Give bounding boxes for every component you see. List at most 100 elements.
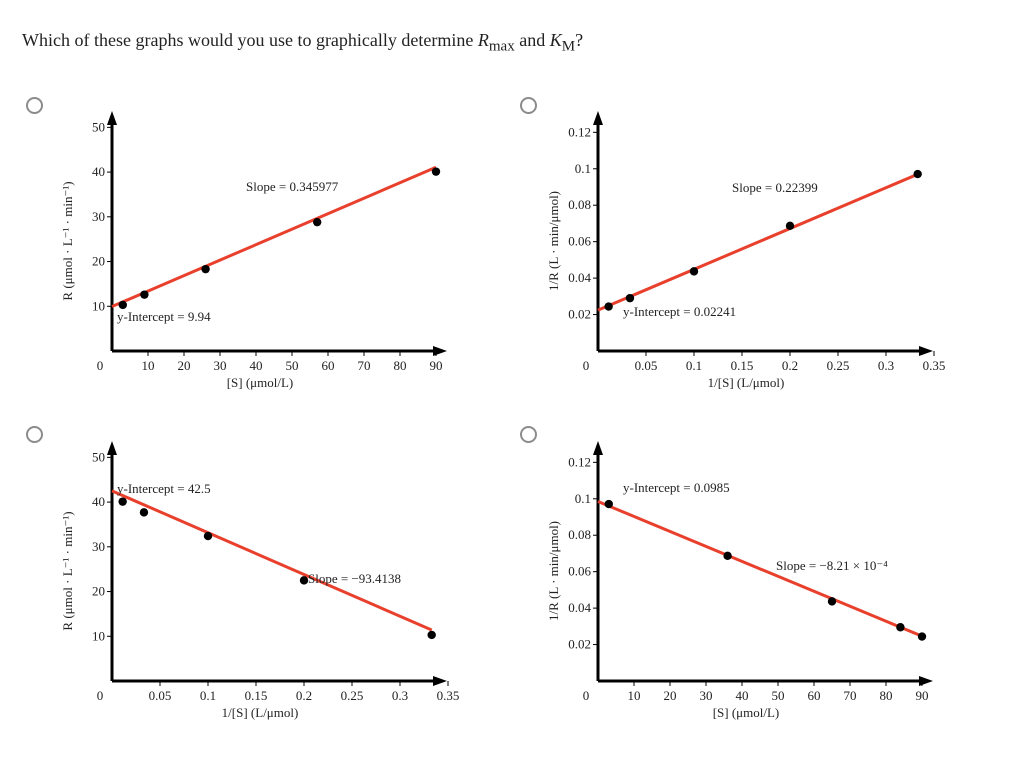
chart-d-x-tick-label: 30: [700, 688, 713, 703]
chart-d-y-tick-label: 0.08: [568, 527, 591, 542]
chart-a-x-tick-label: 80: [394, 358, 407, 373]
chart-d-y-tick-label: 0.02: [568, 637, 591, 652]
chart-d-x-tick-label: 50: [772, 688, 785, 703]
chart-a-x-tick-label: 50: [286, 358, 299, 373]
chart-a-x-axis-label: [S] (μmol/L): [227, 375, 294, 390]
chart-d-data-point: [917, 632, 927, 641]
question-text: Which of these graphs would you use to g…: [22, 30, 584, 55]
chart-b-intercept-annotation: y-Intercept = 0.02241: [623, 304, 736, 319]
chart-c-origin-label: 0: [97, 688, 104, 703]
chart-d-y-axis-label: 1/R (L · min/μmol): [546, 521, 561, 621]
chart-c-fit-line: [111, 489, 433, 632]
chart-b-data-point: [913, 169, 922, 179]
chart-d-fit-line: [597, 500, 923, 638]
chart-a-fit-line: [111, 165, 437, 308]
chart-b-x-tick-label: 0.05: [635, 358, 658, 373]
chart-a-y-arrow: [107, 111, 117, 125]
chart-d-x-tick-label: 40: [736, 688, 749, 703]
option-b-radio[interactable]: [520, 97, 537, 114]
chart-d-x-tick-label: 80: [880, 688, 893, 703]
chart-a-y-axis-label: R (μmol · L⁻¹ · min⁻¹): [60, 181, 75, 300]
chart-a-y-tick-label: 50: [92, 119, 105, 134]
chart-c-x-tick-label: 0.1: [200, 688, 216, 703]
option-a-radio[interactable]: [26, 97, 43, 114]
chart-b-x-tick-label: 0.25: [827, 358, 850, 373]
chart-b-slope-annotation: Slope = 0.22399: [732, 180, 818, 195]
chart-a-y-tick-label: 40: [92, 164, 105, 179]
chart-c-svg: 0 0.05 0.1 0.15 0.2 0.25 0.3 0.35 10 20 30 40 50 1/[S…: [60, 441, 460, 720]
chart-d-y-tick-label: 0.06: [568, 564, 591, 579]
chart-d-y-tick-label: 0.1: [575, 491, 591, 506]
chart-b-fit-line: [597, 172, 919, 312]
r-max-symbol: R: [477, 30, 489, 50]
chart-c-x-tick-label: 0.05: [149, 688, 172, 703]
chart-c-y-arrow: [107, 441, 117, 455]
chart-a-x-tick-label: 20: [178, 358, 191, 373]
chart-b-origin-label: 0: [583, 358, 590, 373]
chart-a-origin-label: 0: [97, 358, 104, 373]
chart-a-data-point: [140, 290, 149, 299]
chart-d-x-tick-label: 70: [844, 688, 857, 703]
chart-d-x-axis-label: [S] (μmol/L): [713, 705, 780, 720]
chart-b-x-tick-label: 0.1: [686, 358, 702, 373]
chart-a: 0 10 20 30 40 50 60 70 80 90 10 20 30 40 50 [S] (μmol/L…: [50, 100, 510, 400]
chart-d-svg: 0 10 20 30 40 50 60 70 80 90 0.02 0.04 0.06 0.08 0.1 0.…: [546, 441, 933, 720]
chart-b-svg: 0 0.05 0.1 0.15 0.2 0.25 0.3 0.35 0.02 0.04 0.06 0.…: [546, 111, 946, 390]
chart-b-x-tick-label: 0.15: [731, 358, 754, 373]
chart-a-y-tick-label: 20: [92, 254, 105, 269]
chart-b-x-tick-label: 0.35: [923, 358, 946, 373]
chart-b-y-tick-label: 0.02: [568, 307, 591, 322]
chart-d-x-tick-label: 60: [808, 688, 821, 703]
chart-d-data-point: [723, 551, 732, 561]
chart-c-x-tick-label: 0.2: [296, 688, 312, 703]
chart-d: 0 10 20 30 40 50 60 70 80 90 0.02 0.04 0.06 0.08 0.1 0.…: [536, 430, 996, 730]
chart-b-data-point: [785, 221, 795, 231]
chart-b-x-tick-label: 0.2: [782, 358, 798, 373]
chart-c-x-tick-label: 0.3: [392, 688, 408, 703]
chart-a-x-tick-label: 70: [358, 358, 371, 373]
chart-c-slope-annotation: Slope = −93.4138: [308, 571, 401, 586]
chart-c-intercept-annotation: y-Intercept = 42.5: [117, 481, 211, 496]
chart-c-y-tick-label: 40: [92, 494, 105, 509]
chart-a-data-point: [201, 264, 210, 274]
chart-d-x-arrow: [919, 676, 933, 686]
chart-c-data-point: [203, 531, 213, 541]
option-d-radio[interactable]: [520, 426, 537, 443]
chart-c-data-point: [118, 497, 127, 506]
chart-a-y-tick-label: 30: [92, 209, 105, 224]
chart-b-y-tick-label: 0.12: [568, 124, 591, 139]
chart-c-y-axis-label: R (μmol · L⁻¹ · min⁻¹): [60, 511, 75, 630]
chart-b-y-tick-label: 0.08: [568, 197, 591, 212]
chart-c-data-point: [427, 630, 436, 640]
chart-d-x-tick-label: 20: [664, 688, 677, 703]
option-c-radio[interactable]: [26, 426, 43, 443]
chart-b-x-axis-label: 1/[S] (L/μmol): [708, 375, 785, 390]
k-m-symbol: K: [549, 30, 562, 50]
chart-d-data-point: [827, 597, 837, 606]
chart-b-data-point: [604, 302, 613, 311]
chart-c-x-tick-label: 0.35: [437, 688, 460, 703]
chart-c-x-tick-label: 0.25: [341, 688, 364, 703]
chart-b-data-point: [625, 293, 635, 303]
chart-c-data-point: [139, 508, 149, 517]
chart-a-x-tick-label: 60: [322, 358, 335, 373]
chart-a-intercept-annotation: y-Intercept = 9.94: [117, 309, 211, 324]
chart-b-y-tick-label: 0.06: [568, 234, 591, 249]
chart-d-x-tick-label: 10: [628, 688, 641, 703]
chart-b-y-tick-label: 0.1: [575, 161, 591, 176]
chart-c-y-tick-label: 50: [92, 449, 105, 464]
chart-c-y-tick-label: 20: [92, 584, 105, 599]
chart-a-x-tick-label: 10: [142, 358, 155, 373]
chart-c-x-arrow: [433, 676, 447, 686]
chart-d-intercept-annotation: y-Intercept = 0.0985: [623, 480, 730, 495]
chart-c-data-point: [299, 576, 309, 585]
chart-d-y-arrow: [593, 441, 603, 455]
chart-a-data-point: [431, 167, 441, 176]
chart-b-y-axis-label: 1/R (L · min/μmol): [546, 191, 561, 291]
chart-c-y-tick-label: 10: [92, 628, 105, 643]
chart-d-data-point: [896, 623, 905, 632]
chart-d-y-tick-label: 0.04: [568, 600, 591, 615]
chart-b-x-tick-label: 0.3: [878, 358, 894, 373]
chart-a-y-tick-label: 10: [92, 298, 105, 313]
chart-c: 0 0.05 0.1 0.15 0.2 0.25 0.3 0.35 10 20 30 40 50 1/[S…: [50, 430, 510, 730]
